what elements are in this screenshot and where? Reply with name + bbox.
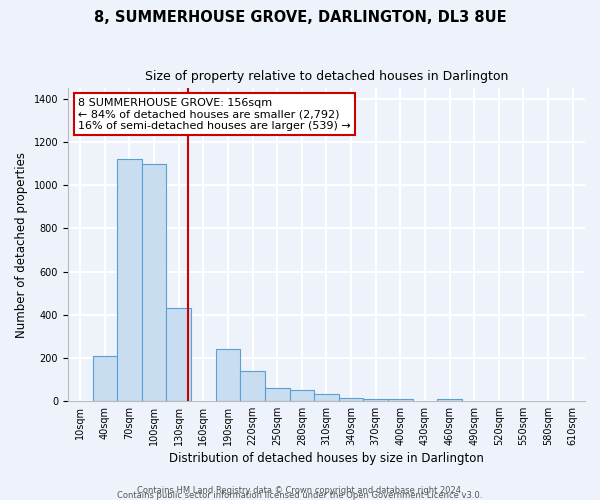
- Bar: [142, 164, 166, 401]
- Bar: [290, 390, 314, 401]
- Text: Contains HM Land Registry data © Crown copyright and database right 2024.: Contains HM Land Registry data © Crown c…: [137, 486, 463, 495]
- Bar: [240, 370, 265, 401]
- Bar: [364, 398, 388, 401]
- Text: 8, SUMMERHOUSE GROVE, DARLINGTON, DL3 8UE: 8, SUMMERHOUSE GROVE, DARLINGTON, DL3 8U…: [94, 10, 506, 25]
- Bar: [388, 399, 413, 401]
- Bar: [117, 160, 142, 401]
- Bar: [92, 356, 117, 401]
- Bar: [314, 394, 339, 401]
- Bar: [339, 398, 364, 401]
- Y-axis label: Number of detached properties: Number of detached properties: [15, 152, 28, 338]
- Bar: [166, 308, 191, 401]
- Bar: [215, 349, 240, 401]
- X-axis label: Distribution of detached houses by size in Darlington: Distribution of detached houses by size …: [169, 452, 484, 465]
- Text: 8 SUMMERHOUSE GROVE: 156sqm
← 84% of detached houses are smaller (2,792)
16% of : 8 SUMMERHOUSE GROVE: 156sqm ← 84% of det…: [78, 98, 351, 131]
- Text: Contains public sector information licensed under the Open Government Licence v3: Contains public sector information licen…: [118, 491, 482, 500]
- Bar: [437, 399, 462, 401]
- Bar: [265, 388, 290, 401]
- Title: Size of property relative to detached houses in Darlington: Size of property relative to detached ho…: [145, 70, 508, 83]
